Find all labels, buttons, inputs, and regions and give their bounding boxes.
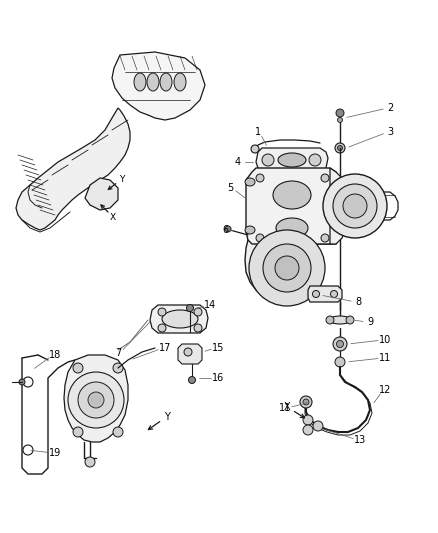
Circle shape [85,457,95,467]
Text: 17: 17 [159,343,171,353]
Polygon shape [112,52,205,120]
Text: 18: 18 [49,350,61,360]
Circle shape [188,376,195,384]
Polygon shape [85,178,118,210]
Ellipse shape [160,73,172,91]
Circle shape [309,154,321,166]
Text: 7: 7 [115,348,121,358]
Circle shape [256,174,264,182]
Text: 11: 11 [279,403,291,413]
Text: 13: 13 [354,435,366,445]
Circle shape [68,372,124,428]
Circle shape [184,348,192,356]
Text: Y: Y [164,412,170,422]
Text: 8: 8 [355,297,361,307]
Circle shape [333,184,377,228]
Text: 10: 10 [379,335,391,345]
Circle shape [23,377,33,387]
Circle shape [313,421,323,431]
Text: 15: 15 [212,343,224,353]
Ellipse shape [134,73,146,91]
Circle shape [275,256,299,280]
Text: 4: 4 [235,157,241,167]
Circle shape [336,341,343,348]
Ellipse shape [147,73,159,91]
Circle shape [335,357,345,367]
Polygon shape [256,148,328,172]
Circle shape [249,230,325,306]
Circle shape [78,382,114,418]
Text: X: X [110,213,116,222]
Circle shape [343,194,367,218]
Text: 5: 5 [227,183,233,193]
Circle shape [346,316,354,324]
Circle shape [225,226,231,232]
Circle shape [303,399,309,405]
Circle shape [303,425,313,435]
Circle shape [312,290,319,297]
Circle shape [321,174,329,182]
Text: 6: 6 [222,225,228,235]
Polygon shape [150,305,208,333]
Text: 11: 11 [379,353,391,363]
Circle shape [303,415,313,425]
Text: 12: 12 [379,385,391,395]
Polygon shape [64,355,128,442]
Circle shape [300,396,312,408]
Text: 2: 2 [387,103,393,113]
Circle shape [158,308,166,316]
Circle shape [113,363,123,373]
Text: X: X [284,402,290,412]
Circle shape [187,304,194,311]
Circle shape [326,316,334,324]
Text: 16: 16 [212,373,224,383]
Ellipse shape [174,73,186,91]
Circle shape [73,363,83,373]
Ellipse shape [245,226,255,234]
Polygon shape [245,240,338,298]
Circle shape [158,324,166,332]
Circle shape [251,145,259,153]
Polygon shape [246,168,338,244]
Circle shape [335,143,345,153]
Circle shape [333,337,347,351]
Polygon shape [178,344,202,364]
Circle shape [263,244,311,292]
Text: 19: 19 [49,448,61,458]
Ellipse shape [276,218,308,238]
Text: 14: 14 [204,300,216,310]
Text: Y: Y [119,174,125,183]
Circle shape [262,154,274,166]
Ellipse shape [245,178,255,186]
Polygon shape [308,286,342,302]
Ellipse shape [162,310,198,328]
Text: 1: 1 [255,127,261,137]
Circle shape [321,234,329,242]
Circle shape [88,392,104,408]
Ellipse shape [278,153,306,167]
Text: 3: 3 [387,127,393,137]
Circle shape [194,324,202,332]
Circle shape [336,109,344,117]
Circle shape [23,445,33,455]
Ellipse shape [273,181,311,209]
Circle shape [194,308,202,316]
Circle shape [113,427,123,437]
Polygon shape [330,168,348,244]
Ellipse shape [329,316,351,324]
Circle shape [338,146,343,150]
Circle shape [331,290,338,297]
Circle shape [73,427,83,437]
Circle shape [338,117,343,123]
Text: 9: 9 [367,317,373,327]
Circle shape [256,234,264,242]
Circle shape [19,379,25,385]
Circle shape [323,174,387,238]
Polygon shape [16,108,130,230]
